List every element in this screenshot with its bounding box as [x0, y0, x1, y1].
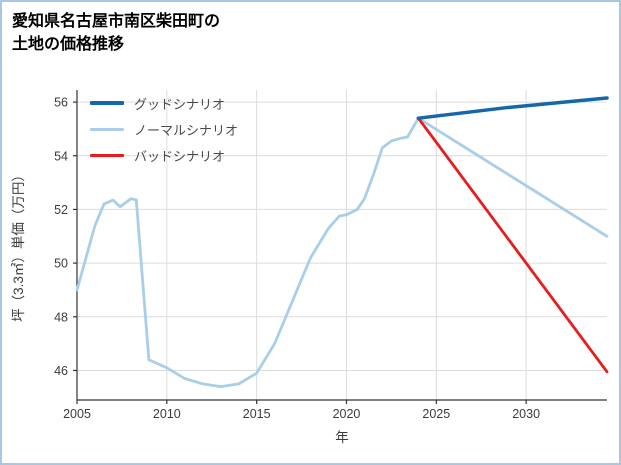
y-tick-label: 56: [54, 96, 68, 110]
good-scenario-line: [416, 96, 609, 120]
x-axis-label: 年: [335, 430, 349, 445]
y-tick-label: 54: [54, 149, 68, 163]
legend-item-good-scenario: グッドシナリオ: [90, 94, 238, 112]
grid-lines: [76, 90, 607, 400]
bad-scenario-line-swatch: [90, 153, 124, 157]
normal-scenario-line-swatch: [90, 127, 124, 131]
x-tick-label: 2005: [63, 407, 91, 421]
x-tick-label: 2025: [422, 407, 450, 421]
y-axis-label: 坪（3.3㎡）単価（万円）: [11, 168, 26, 322]
x-tick-label: 2010: [153, 407, 181, 421]
y-tick-label: 50: [54, 257, 68, 271]
legend-label-bad-scenario: バッドシナリオ: [134, 148, 226, 164]
legend-label-normal-scenario: ノーマルシナリオ: [134, 122, 239, 138]
normal-scenario-line: [75, 116, 609, 388]
legend-item-bad-scenario: バッドシナリオ: [90, 146, 238, 164]
legend: グッドシナリオ ノーマルシナリオ バッドシナリオ: [90, 94, 238, 164]
axes-spines: [73, 90, 607, 404]
chart-title-line1: 愛知県名古屋市南区柴田町の: [12, 13, 221, 30]
good-scenario-line-swatch: [90, 101, 124, 105]
bad-scenario-line: [416, 116, 609, 374]
x-tick-label: 2015: [243, 407, 271, 421]
x-tick-label: 2020: [333, 407, 361, 421]
y-tick-label: 52: [54, 203, 68, 217]
tick-labels: 2005 2010 2015 2020 2025 2030 46 48 50 52 54 56: [54, 96, 540, 421]
chart-title-line2: 土地の価格推移: [12, 36, 125, 54]
y-tick-label: 48: [54, 310, 68, 324]
y-tick-label: 46: [54, 364, 68, 378]
legend-item-normal-scenario: ノーマルシナリオ: [90, 120, 238, 138]
x-tick-label: 2030: [512, 407, 540, 421]
legend-label-good-scenario: グッドシナリオ: [134, 96, 226, 112]
chart-title: 愛知県名古屋市南区柴田町の 土地の価格推移: [12, 10, 220, 56]
